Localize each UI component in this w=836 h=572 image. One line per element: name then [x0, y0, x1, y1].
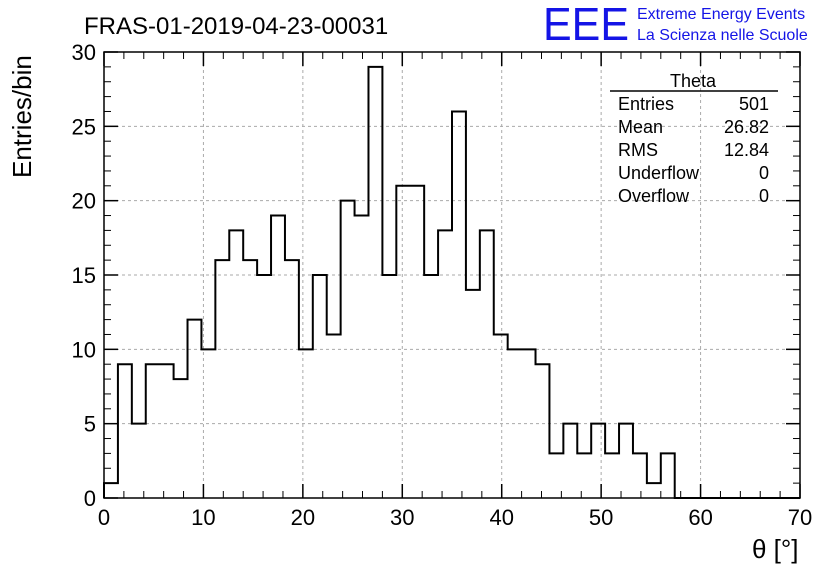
x-tick-label: 0 [98, 505, 110, 530]
y-tick-label: 0 [84, 486, 96, 511]
x-tick-label: 30 [390, 505, 414, 530]
stats-label: RMS [618, 140, 658, 160]
x-tick-label: 10 [191, 505, 215, 530]
x-tick-label: 60 [688, 505, 712, 530]
x-tick-label: 20 [291, 505, 315, 530]
stats-rows: Entries 501 Mean 26.82 RMS 12.84 Underflow 0 Ove… [618, 94, 769, 206]
stats-label: Entries [618, 94, 674, 114]
y-axis-label: Entries/bin [7, 55, 37, 178]
stats-title: Theta [670, 71, 717, 91]
y-tick-label: 15 [72, 263, 96, 288]
x-tick-label: 70 [788, 505, 812, 530]
x-axis: 0 10 20 30 40 50 60 70 [98, 52, 812, 530]
x-tick-label: 40 [489, 505, 513, 530]
logo-line-2: La Scienza nelle Scuole [637, 27, 808, 44]
stats-label: Mean [618, 117, 663, 137]
y-tick-label: 10 [72, 337, 96, 362]
eee-logo: EEE Extreme Energy Events La Scienza nel… [543, 0, 808, 50]
histogram-outline [103, 65, 800, 499]
stats-value: 0 [759, 163, 769, 183]
run-title: FRAS-01-2019-04-23-00031 [84, 13, 388, 40]
stats-label: Underflow [618, 163, 700, 183]
x-tick-label: 50 [589, 505, 613, 530]
logo-line-1: Extreme Energy Events [637, 6, 805, 23]
y-tick-label: 20 [72, 189, 96, 214]
stats-box: Theta Entries 501 Mean 26.82 RMS 12.84 Underfl… [610, 71, 778, 206]
logo-mark: EEE [543, 0, 629, 50]
x-axis-label: θ [°] [752, 534, 799, 564]
y-tick-label: 5 [84, 412, 96, 437]
stats-label: Overflow [618, 186, 690, 206]
stats-value: 12.84 [724, 140, 769, 160]
y-tick-label: 25 [72, 114, 96, 139]
y-tick-label: 30 [72, 40, 96, 65]
y-axis: 0 5 10 15 20 25 30 [72, 40, 800, 511]
stats-value: 26.82 [724, 117, 769, 137]
stats-value: 0 [759, 186, 769, 206]
stats-value: 501 [739, 94, 769, 114]
